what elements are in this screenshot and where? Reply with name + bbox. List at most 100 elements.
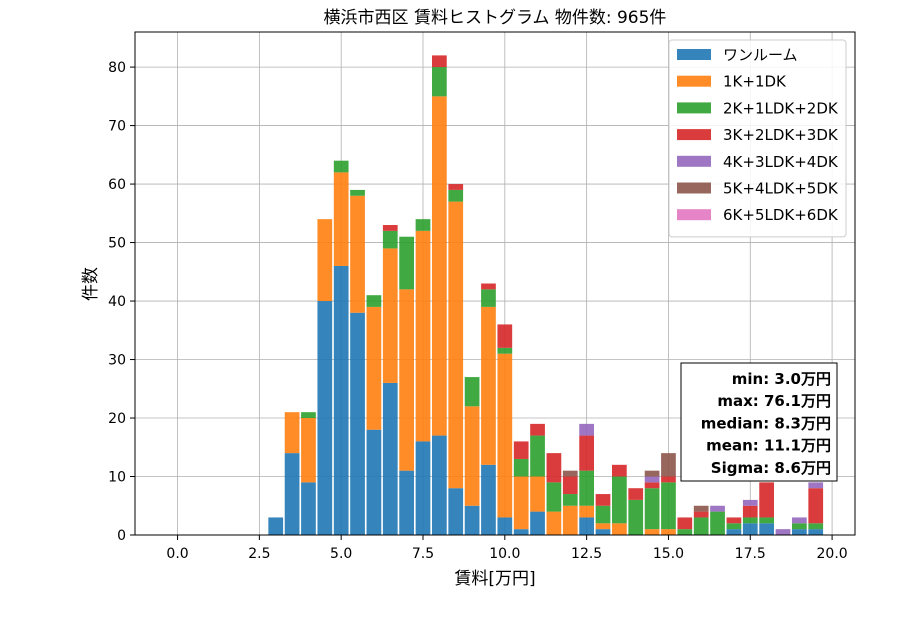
bar <box>595 523 611 530</box>
legend-swatch <box>677 182 711 194</box>
bar <box>628 488 644 500</box>
stats-line: mean: 11.1万円 <box>706 437 831 455</box>
x-axis-label: 賃料[万円] <box>454 569 535 589</box>
y-tick-label: 30 <box>108 353 126 369</box>
y-tick-label: 10 <box>108 470 126 486</box>
bar <box>775 529 791 535</box>
bar <box>464 377 480 407</box>
bar <box>710 511 725 535</box>
bar <box>382 382 398 535</box>
bar <box>661 529 676 535</box>
bar <box>448 201 464 489</box>
bar <box>661 476 676 483</box>
bar <box>481 464 496 535</box>
bar <box>382 230 398 249</box>
bar <box>579 517 594 535</box>
bar <box>644 482 660 489</box>
bar <box>317 301 333 535</box>
bar <box>579 435 594 471</box>
stats-line: median: 8.3万円 <box>701 414 831 432</box>
bar <box>742 523 758 535</box>
y-tick-label: 20 <box>108 411 126 427</box>
bar <box>726 523 742 530</box>
bar <box>530 511 545 535</box>
bar <box>677 517 693 530</box>
bar <box>644 529 660 535</box>
legend-label: 5K+4LDK+5DK <box>723 180 839 198</box>
bar <box>382 225 398 231</box>
bar <box>284 412 300 454</box>
bar <box>464 505 480 535</box>
bar <box>546 511 562 535</box>
bar <box>661 453 676 477</box>
x-tick-label: 10.0 <box>489 546 520 562</box>
bar <box>612 464 627 477</box>
legend-swatch <box>677 75 711 87</box>
bar <box>644 488 660 530</box>
stats-box: min: 3.0万円 max: 76.1万円 median: 8.3万円 mean: … <box>680 362 838 482</box>
legend-swatch <box>677 155 711 167</box>
bar <box>317 219 333 302</box>
legend-frame <box>668 39 847 238</box>
bar <box>366 295 382 307</box>
x-tick-label: 7.5 <box>412 546 434 562</box>
bar <box>464 406 480 506</box>
bar <box>333 265 349 535</box>
bar <box>579 470 594 506</box>
bar <box>350 189 365 196</box>
y-tick-label: 40 <box>108 294 126 310</box>
bar <box>693 505 709 512</box>
legend: ワンルーム 1K+1DK 2K+1LDK+2DK 3K+2LDK+3DK 4K+3LDK… <box>668 39 847 238</box>
bar <box>579 505 594 518</box>
bar <box>399 470 414 535</box>
bar <box>513 529 529 535</box>
y-tick-label: 70 <box>108 119 126 135</box>
bar <box>268 517 284 535</box>
bar <box>530 423 545 436</box>
bar <box>513 441 529 459</box>
y-tick-label: 60 <box>108 177 126 193</box>
bar <box>546 453 562 483</box>
legend-label: 6K+5LDK+6DK <box>723 206 839 224</box>
bar <box>759 482 774 518</box>
bar <box>808 488 824 524</box>
x-tick-label: 15.0 <box>653 546 684 562</box>
bar <box>677 529 693 535</box>
bar <box>497 347 513 354</box>
legend-label: 1K+1DK <box>723 73 787 91</box>
bar <box>301 418 316 483</box>
bar <box>333 160 349 173</box>
bar <box>301 412 316 419</box>
bar <box>415 219 431 231</box>
bar <box>742 505 758 518</box>
bar <box>481 283 496 290</box>
chart-title: 横浜市西区 賃料ヒストグラム 物件数: 965件 <box>324 8 667 28</box>
bar <box>481 306 496 465</box>
bar <box>644 470 660 477</box>
bar <box>284 453 300 535</box>
legend-swatch <box>677 209 711 221</box>
bar <box>595 494 611 506</box>
stats-frame <box>680 362 838 482</box>
y-tick-label: 0 <box>117 528 126 544</box>
bar <box>432 67 447 97</box>
bar <box>644 476 660 483</box>
bar <box>448 488 464 535</box>
stats-line: Sigma: 8.6万円 <box>711 459 831 477</box>
bar <box>448 189 464 202</box>
bar <box>350 195 365 313</box>
bar <box>562 494 578 506</box>
bar <box>742 499 758 506</box>
bars <box>268 55 824 535</box>
x-tick-label: 5.0 <box>330 546 352 562</box>
bar <box>693 517 709 535</box>
bar <box>399 289 414 471</box>
x-tick-label: 12.5 <box>571 546 602 562</box>
bar <box>808 523 824 530</box>
bar <box>432 435 447 535</box>
bar <box>595 529 611 535</box>
bar <box>448 184 464 190</box>
legend-label: 3K+2LDK+3DK <box>723 126 839 144</box>
bar <box>497 324 513 348</box>
